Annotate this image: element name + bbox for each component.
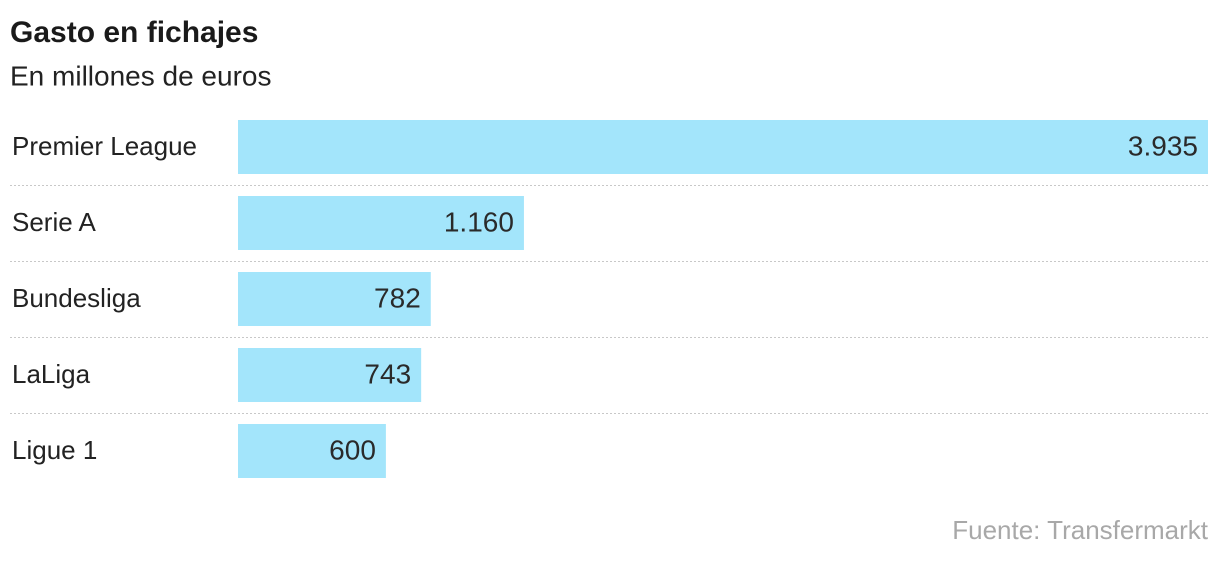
source: Fuente: Transfermarkt: [952, 515, 1209, 545]
value-label: 743: [364, 358, 411, 389]
chart-title: Gasto en fichajes: [10, 16, 258, 49]
bar: [238, 120, 1208, 174]
category-label: Serie A: [12, 207, 96, 237]
bar: [238, 196, 524, 250]
value-label: 3.935: [1128, 130, 1198, 161]
value-label: 782: [374, 282, 421, 313]
value-label: 600: [329, 434, 376, 465]
category-label: Bundesliga: [12, 283, 141, 313]
category-label: Ligue 1: [12, 435, 97, 465]
category-label: LaLiga: [12, 359, 91, 389]
chart-subtitle: En millones de euros: [10, 60, 271, 91]
category-label: Premier League: [12, 131, 197, 161]
bar: [238, 272, 431, 326]
bar: [238, 424, 386, 478]
value-label: 1.160: [444, 206, 514, 237]
bar: [238, 348, 422, 402]
